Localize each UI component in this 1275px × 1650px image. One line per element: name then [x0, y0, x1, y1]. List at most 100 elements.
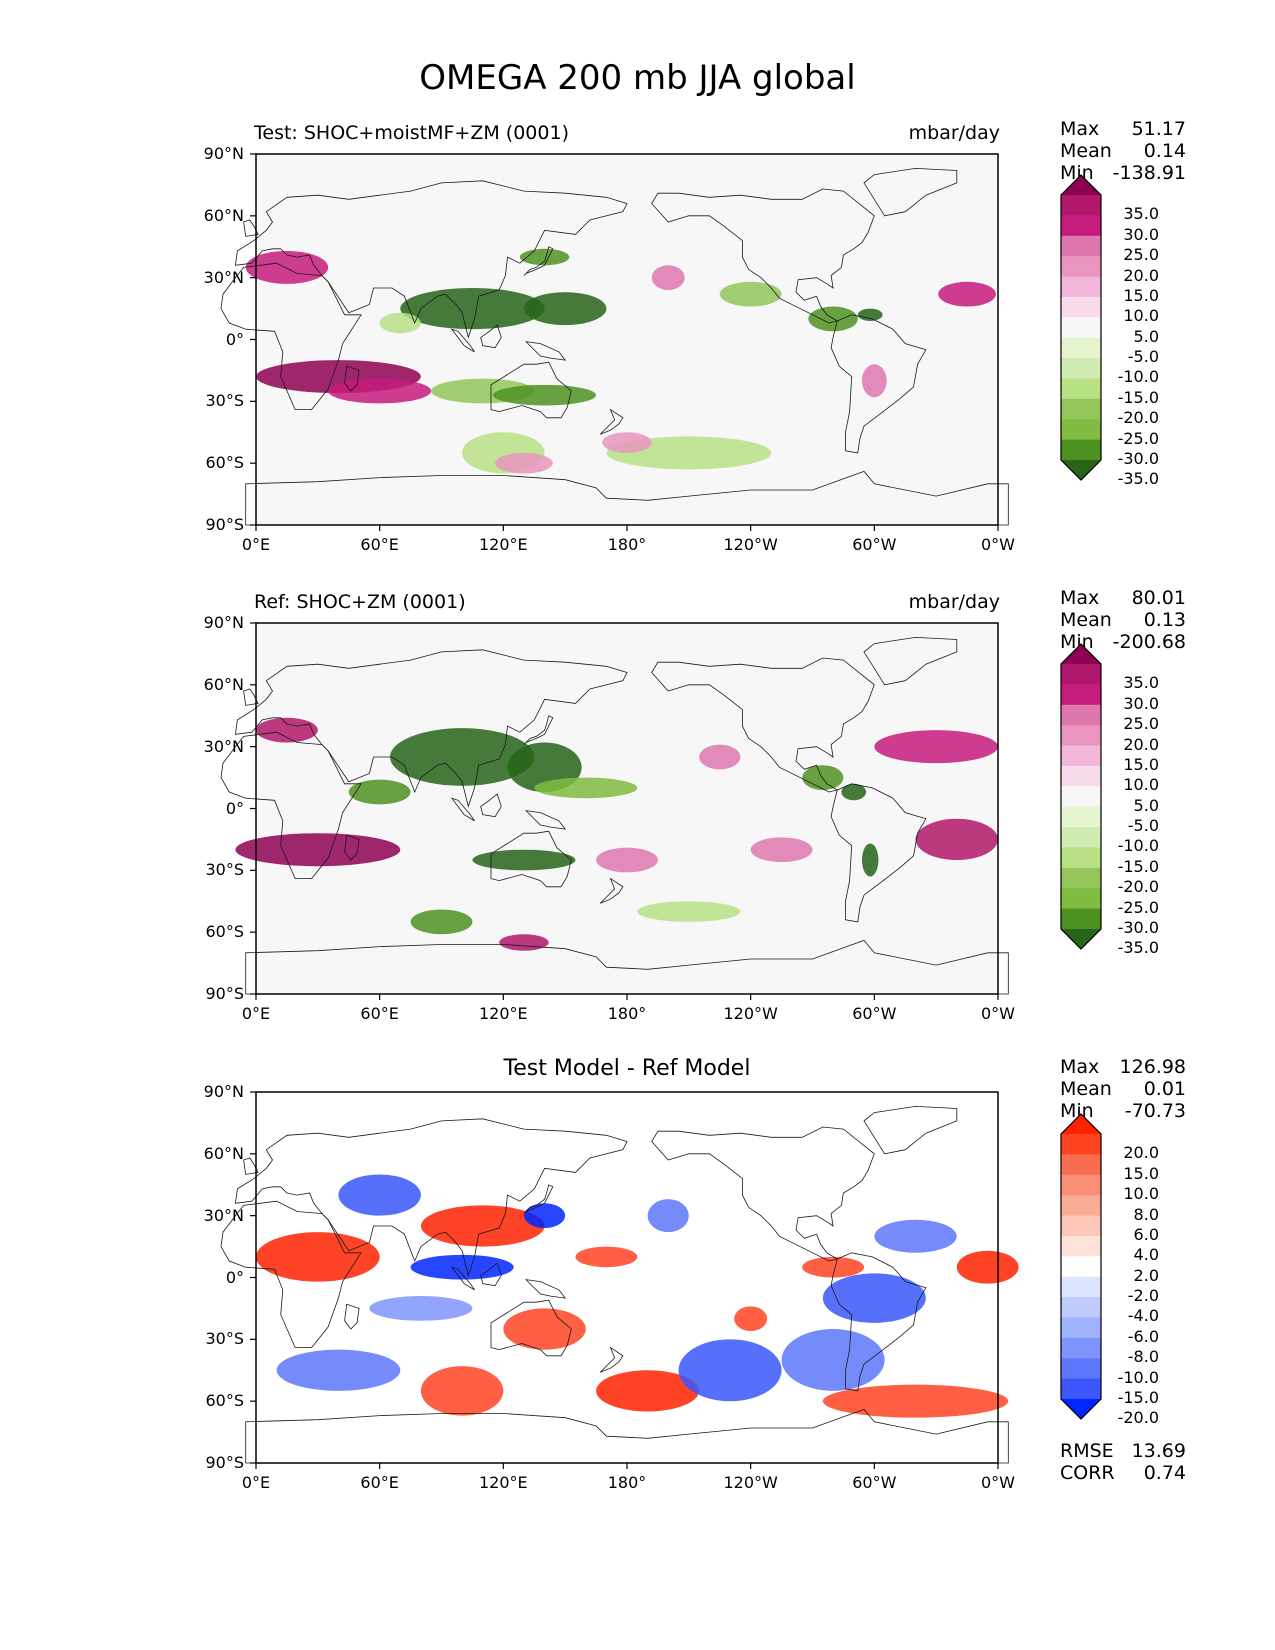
- stat-value: 80.01: [1131, 587, 1186, 609]
- stat-label: Mean: [1060, 1078, 1112, 1100]
- colorbar-segment: [1061, 1317, 1101, 1339]
- field-anomaly: [348, 779, 411, 805]
- field-anomaly: [781, 1329, 885, 1391]
- field-anomaly: [493, 384, 597, 406]
- diff-colorbar-label: -8.0: [1127, 1347, 1159, 1367]
- colorbar-segment: [1061, 1174, 1101, 1196]
- ref-colorbar-label: 30.0: [1123, 693, 1159, 713]
- lon-label: 180°: [607, 1004, 647, 1023]
- stat-value: 0.14: [1143, 140, 1186, 162]
- metric-label: RMSE: [1060, 1440, 1114, 1462]
- field-anomaly: [256, 717, 318, 743]
- coastline-europe-asia: [234, 180, 628, 339]
- diff-colorbar-label: 15.0: [1123, 1163, 1159, 1183]
- coastline-south-america: [830, 1252, 927, 1392]
- lat-label: 30°S: [205, 860, 244, 880]
- stat-label: Max: [1060, 1056, 1100, 1078]
- coastline-sumatra: [450, 797, 475, 822]
- colorbar-segment: [1061, 664, 1101, 685]
- colorbar-segment: [1061, 215, 1101, 237]
- metric-value: 13.69: [1131, 1440, 1186, 1462]
- lon-label: 0°W: [981, 535, 1015, 554]
- lon-label: 120°W: [723, 1004, 778, 1023]
- stat-label: Mean: [1060, 140, 1112, 162]
- diff-stat-min: Min -70.73: [1060, 1100, 1186, 1122]
- colorbar-segment: [1061, 337, 1101, 359]
- coastline-madagascar: [344, 834, 360, 861]
- field-anomaly: [256, 1232, 380, 1282]
- lon-label: 60°E: [360, 1004, 399, 1023]
- coastline-new-guinea: [524, 341, 567, 361]
- colorbar-segment: [1061, 358, 1101, 379]
- field-anomaly: [575, 1246, 638, 1268]
- coastline-africa: [220, 262, 362, 410]
- field-anomaly: [874, 1219, 957, 1253]
- colorbar-segment: [1061, 1154, 1101, 1176]
- coastline-europe-asia: [234, 649, 628, 808]
- field-anomaly: [523, 292, 607, 326]
- colorbar-outline: [1060, 643, 1102, 950]
- ref-colorbar-label: 25.0: [1123, 714, 1159, 734]
- coastline-north-america: [651, 657, 875, 793]
- coastline-south-america: [830, 314, 927, 454]
- test-map: [220, 153, 1009, 531]
- field-anomaly: [822, 1273, 926, 1323]
- colorbar-segment: [1061, 1215, 1101, 1237]
- field-anomaly: [841, 783, 867, 801]
- test-panel-title: Test: SHOC+moistMF+ZM (0001): [254, 122, 569, 144]
- stat-value: 51.17: [1131, 118, 1186, 140]
- diff-metric-rmse: RMSE 13.69: [1060, 1440, 1186, 1462]
- field-anomaly: [750, 837, 813, 863]
- map-background: [256, 154, 998, 525]
- coastline-australia: [490, 830, 572, 888]
- diff-colorbar-label: -6.0: [1127, 1326, 1159, 1346]
- lat-label: 30°N: [203, 267, 244, 287]
- field-anomaly: [699, 744, 741, 770]
- lat-label: 90°N: [203, 144, 244, 163]
- field-anomaly: [861, 843, 879, 877]
- lat-label: 0°: [225, 798, 244, 818]
- coastline-new-zealand: [599, 1346, 624, 1373]
- colorbar-extend-bottom: [1061, 929, 1101, 949]
- field-anomaly: [534, 777, 638, 799]
- test-colorbar-label: -35.0: [1117, 469, 1159, 489]
- field-anomaly: [647, 1199, 689, 1233]
- field-anomaly: [410, 909, 473, 935]
- colorbar-segment: [1061, 235, 1101, 257]
- lat-label: 30°N: [203, 736, 244, 756]
- test-stat-mean: Mean 0.14: [1060, 140, 1186, 162]
- colorbar-segment: [1061, 296, 1101, 318]
- colorbar-segment: [1061, 745, 1101, 767]
- test-colorbar-label: -30.0: [1117, 449, 1159, 468]
- stat-value: -200.68: [1112, 631, 1186, 653]
- colorbar-segment: [1061, 888, 1101, 910]
- colorbar-segment: [1061, 1134, 1101, 1155]
- colorbar-segment: [1061, 1276, 1101, 1298]
- ref-colorbar: [1060, 643, 1102, 950]
- field-anomaly: [719, 281, 782, 307]
- figure-title: OMEGA 200 mb JJA global: [419, 58, 856, 98]
- ref-colorbar-label: 20.0: [1123, 734, 1159, 754]
- colorbar-segment: [1061, 276, 1101, 298]
- coastline-borneo: [480, 324, 502, 349]
- metric-label: CORR: [1060, 1462, 1115, 1484]
- coastline-north-america: [651, 188, 875, 324]
- ref-stat-mean: Mean 0.13: [1060, 609, 1186, 631]
- stat-value: 0.13: [1143, 609, 1186, 631]
- ref-colorbar-label: -15.0: [1117, 856, 1159, 876]
- colorbar-segment: [1061, 1358, 1101, 1380]
- lon-label: 120°E: [479, 1473, 528, 1492]
- field-anomaly: [596, 1370, 700, 1412]
- lat-label: 0°: [225, 1267, 244, 1287]
- ref-panel-units: mbar/day: [908, 591, 1000, 613]
- ref-colorbar-label: 10.0: [1123, 775, 1159, 795]
- colorbar-segment: [1061, 725, 1101, 747]
- colorbar-outline: [1060, 174, 1102, 481]
- field-anomaly: [495, 452, 553, 474]
- field-anomaly: [956, 1250, 1019, 1284]
- ref-colorbar-label: -25.0: [1117, 897, 1159, 917]
- coastline-antarctica: [245, 939, 1009, 995]
- colorbar-segment: [1061, 1337, 1101, 1359]
- field-anomaly: [420, 1366, 504, 1416]
- lat-label: 90°S: [205, 984, 244, 1003]
